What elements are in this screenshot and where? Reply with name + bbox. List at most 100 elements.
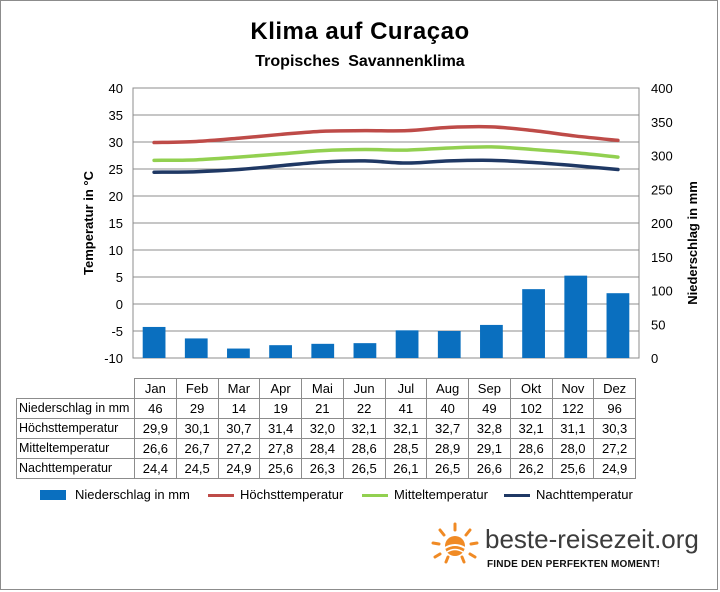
brand-name: beste-reisezeit.org bbox=[485, 524, 699, 554]
right-tick-label: 200 bbox=[651, 216, 673, 231]
table-cell: 27,8 bbox=[259, 438, 302, 459]
table-cell: 32,1 bbox=[509, 418, 553, 439]
precipitation-bar bbox=[142, 326, 166, 358]
precipitation-bar bbox=[564, 275, 588, 358]
table-cell: 28,6 bbox=[509, 438, 553, 459]
table-cell: 32,8 bbox=[468, 418, 511, 439]
left-tick-label: 0 bbox=[116, 297, 123, 312]
table-cell: 32,0 bbox=[301, 418, 344, 439]
right-axis-label: Niederschlag in mm bbox=[685, 181, 700, 305]
table-cell: 28,6 bbox=[342, 438, 386, 459]
data-table: Jan Feb Mar Apr Mai Jun Jul Aug Sep Okt Nov Dez Nied… bbox=[16, 378, 636, 479]
precipitation-bars bbox=[142, 275, 630, 358]
month-label: Nov bbox=[551, 378, 595, 399]
left-axis-ticks: 40 35 30 25 20 15 10 5 0 -5 -10 bbox=[104, 81, 123, 366]
table-cell: 40 bbox=[426, 398, 469, 419]
precipitation-bar bbox=[606, 293, 630, 358]
legend-label: Höchsttemperatur bbox=[240, 487, 344, 502]
left-tick-label: 15 bbox=[109, 216, 123, 231]
table-cell: 32,7 bbox=[426, 418, 469, 439]
table-cell: 30,1 bbox=[175, 418, 219, 439]
table-cell: 25,6 bbox=[259, 458, 302, 479]
precipitation-bar bbox=[353, 343, 377, 358]
table-cell: 32,1 bbox=[342, 418, 386, 439]
right-tick-label: 0 bbox=[651, 351, 658, 366]
table-cell: 31,4 bbox=[259, 418, 302, 439]
precipitation-bar bbox=[480, 324, 503, 358]
precipitation-bar bbox=[395, 330, 419, 358]
right-tick-label: 350 bbox=[651, 115, 673, 130]
precipitation-bar bbox=[437, 331, 461, 358]
legend-label: Mitteltemperatur bbox=[394, 487, 488, 502]
table-cell: 26,2 bbox=[509, 458, 553, 479]
left-tick-label: -5 bbox=[111, 324, 123, 339]
brand-logo[interactable]: beste-reisezeit.org FINDE DEN PERFEKTEN … bbox=[428, 520, 718, 580]
plot-area bbox=[132, 87, 640, 359]
table-cell: 24,5 bbox=[175, 458, 219, 479]
right-tick-label: 400 bbox=[651, 81, 673, 96]
right-tick-label: 150 bbox=[651, 250, 673, 265]
table-cell: 29 bbox=[175, 398, 219, 419]
table-cell: 19 bbox=[259, 398, 302, 419]
table-cell: 27,2 bbox=[593, 438, 636, 459]
left-tick-label: 40 bbox=[109, 81, 123, 96]
left-tick-label: -10 bbox=[104, 351, 123, 366]
table-cell: 26,5 bbox=[426, 458, 469, 479]
month-label: Jun bbox=[342, 378, 386, 399]
table-cell: 21 bbox=[301, 398, 344, 419]
table-row: Niederschlag in mm 46 29 14 19 21 22 41 40 49 102 1… bbox=[16, 398, 636, 419]
legend-swatch bbox=[362, 494, 388, 497]
table-cell: 32,1 bbox=[384, 418, 428, 439]
table-cell: 28,4 bbox=[301, 438, 344, 459]
right-tick-label: 250 bbox=[651, 182, 673, 197]
row-header: Mitteltemperatur bbox=[16, 438, 135, 459]
table-cell: 28,0 bbox=[551, 438, 595, 459]
row-header: Nachttemperatur bbox=[16, 458, 135, 479]
table-cell: 26,1 bbox=[384, 458, 428, 479]
table-cell: 28,5 bbox=[384, 438, 428, 459]
temperature-lines bbox=[152, 124, 620, 174]
chart-title: Klima auf Curaçao bbox=[250, 18, 470, 45]
precipitation-bar bbox=[269, 345, 292, 358]
brand-tagline: FINDE DEN PERFEKTEN MOMENT! bbox=[487, 559, 661, 570]
table-cell: 28,9 bbox=[426, 438, 469, 459]
gridlines bbox=[133, 87, 639, 359]
table-cell: 31,1 bbox=[551, 418, 595, 439]
left-tick-label: 10 bbox=[109, 243, 123, 258]
table-cell: 24,9 bbox=[593, 458, 636, 479]
table-cell: 26,6 bbox=[468, 458, 511, 479]
legend-swatch bbox=[208, 494, 234, 497]
table-cell: 96 bbox=[593, 398, 636, 419]
precipitation-bar bbox=[184, 338, 208, 358]
right-axis-ticks: 400 350 300 250 200 150 100 50 0 bbox=[651, 81, 673, 366]
line-mitteltemperatur bbox=[152, 145, 620, 163]
left-tick-label: 35 bbox=[109, 108, 123, 123]
row-header: Höchsttemperatur bbox=[16, 418, 135, 439]
left-tick-label: 5 bbox=[116, 270, 123, 285]
right-tick-label: 100 bbox=[651, 284, 673, 299]
table-cell: 25,6 bbox=[551, 458, 595, 479]
table-cell: 14 bbox=[217, 398, 261, 419]
table-header-row: Jan Feb Mar Apr Mai Jun Jul Aug Sep Okt Nov Dez bbox=[17, 378, 636, 399]
table-cell: 46 bbox=[134, 398, 177, 419]
table-cell: 30,7 bbox=[217, 418, 261, 439]
table-cell: 24,9 bbox=[217, 458, 261, 479]
table-row: Nachttemperatur 24,4 24,5 24,9 25,6 26,3 26,5 2… bbox=[16, 458, 636, 479]
left-tick-label: 20 bbox=[109, 189, 123, 204]
chart-subtitle: Tropisches Savannenklima bbox=[255, 53, 465, 70]
sun-icon bbox=[431, 522, 479, 564]
month-label: Dez bbox=[593, 378, 636, 399]
legend-swatch bbox=[40, 490, 66, 500]
table-cell: 41 bbox=[384, 398, 428, 419]
table-cell: 27,2 bbox=[217, 438, 261, 459]
month-label: Apr bbox=[259, 378, 302, 399]
line-nachttemperatur bbox=[152, 158, 620, 174]
left-tick-label: 25 bbox=[109, 162, 123, 177]
table-cell: 22 bbox=[342, 398, 386, 419]
table-cell: 26,5 bbox=[342, 458, 386, 479]
table-cell: 26,6 bbox=[134, 438, 177, 459]
legend-label: Nachttemperatur bbox=[536, 487, 633, 502]
legend-label: Niederschlag in mm bbox=[75, 487, 190, 502]
month-label: Feb bbox=[175, 378, 219, 399]
